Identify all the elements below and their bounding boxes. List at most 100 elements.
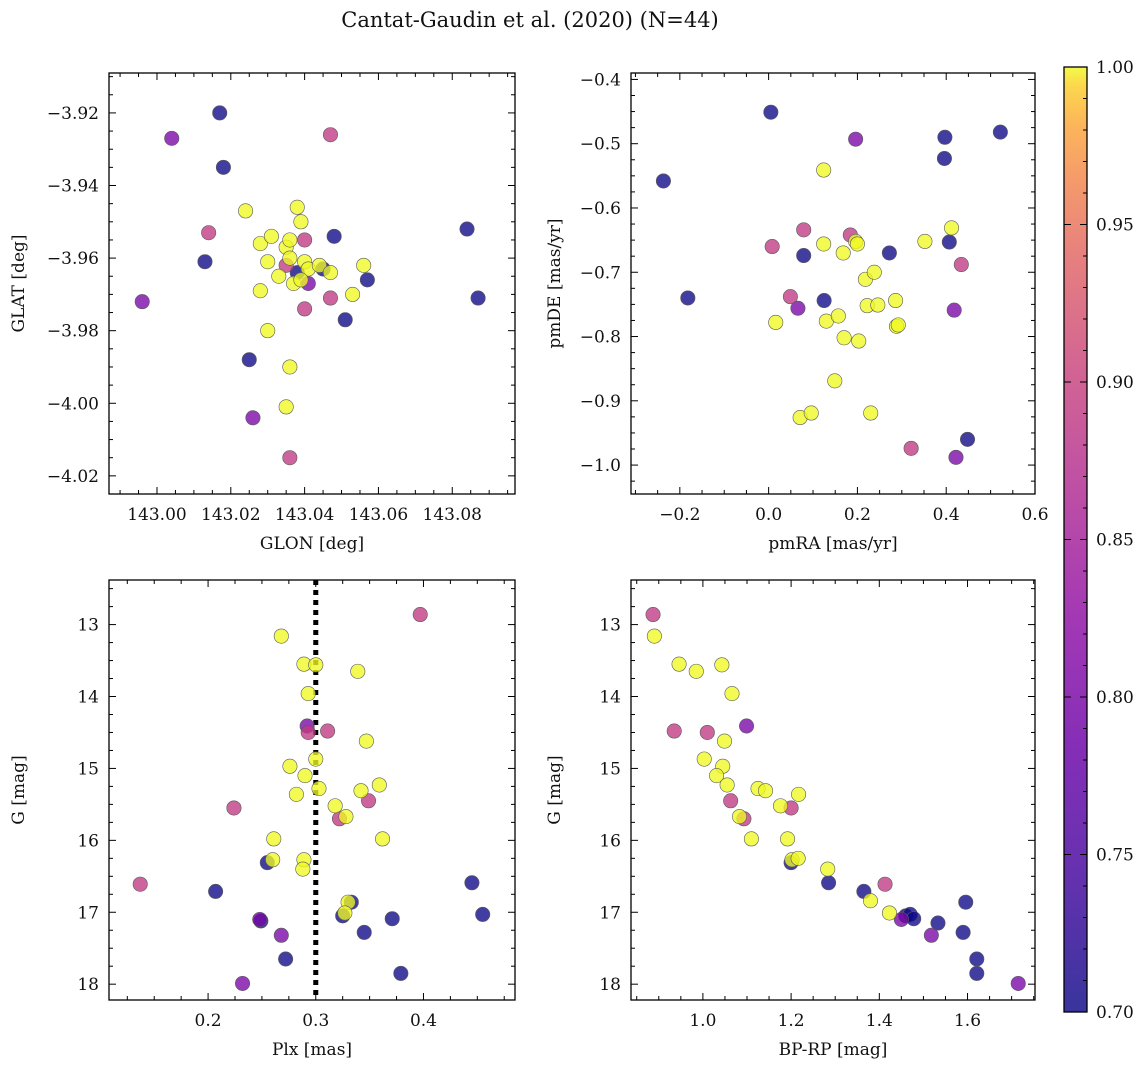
colorbar-tick-label: 0.85	[1096, 531, 1134, 551]
data-point	[830, 308, 846, 324]
data-point	[790, 300, 806, 316]
data-point	[212, 105, 228, 121]
data-point	[337, 905, 353, 921]
data-point	[134, 294, 150, 310]
data-point	[356, 257, 372, 273]
y-tick-label: −1.0	[580, 456, 621, 476]
data-point	[955, 924, 971, 940]
data-point	[282, 758, 298, 774]
colorbar-fill	[1064, 67, 1087, 1012]
data-point	[862, 893, 878, 909]
data-point	[714, 657, 730, 673]
x-tick-label: 0.2	[844, 505, 871, 525]
data-point	[361, 793, 377, 809]
data-point	[359, 272, 375, 288]
data-point	[877, 876, 893, 892]
data-point	[680, 290, 696, 306]
y-tick-label: 13	[599, 616, 621, 636]
data-point	[252, 283, 268, 299]
data-point	[888, 293, 904, 309]
data-point	[311, 257, 327, 273]
x-axis-label: Plx [mas]	[272, 1040, 352, 1060]
data-point	[300, 686, 316, 702]
tick-marks	[631, 73, 1036, 494]
x-tick-label: 0.3	[302, 1011, 329, 1031]
data-point	[197, 254, 213, 270]
data-point	[881, 245, 897, 261]
data-point	[311, 781, 327, 797]
x-axis-label: GLON [deg]	[260, 534, 364, 554]
data-point	[821, 875, 837, 891]
colorbar-tick-label: 0.70	[1096, 1003, 1134, 1023]
data-point	[930, 915, 946, 931]
colorbar-tick-label: 0.95	[1096, 216, 1134, 236]
data-point	[266, 831, 282, 847]
data-point	[260, 254, 276, 270]
data-point	[278, 399, 294, 415]
data-point	[338, 809, 354, 825]
axes-frame	[108, 72, 516, 495]
y-axis-label: G [mag]	[545, 755, 565, 824]
data-point	[282, 250, 298, 266]
x-tick-label: 1.0	[689, 1011, 716, 1031]
y-tick-label: 18	[77, 975, 99, 995]
data-point	[773, 798, 789, 814]
data-point	[289, 199, 305, 215]
data-point	[969, 965, 985, 981]
data-point	[937, 129, 953, 145]
x-tick-label: 143.04	[275, 505, 334, 525]
data-point	[827, 373, 843, 389]
data-point	[201, 225, 217, 241]
data-point	[719, 777, 735, 793]
data-point	[337, 312, 353, 328]
x-tick-label: 1.4	[866, 1011, 893, 1031]
data-point	[893, 911, 909, 927]
data-point	[293, 214, 309, 230]
data-point	[260, 323, 276, 339]
data-point	[322, 290, 338, 306]
x-tick-label: 143.08	[423, 505, 482, 525]
data-point	[870, 297, 886, 313]
data-point	[241, 352, 257, 368]
data-point	[235, 975, 251, 991]
y-axis-label: GLAT [deg]	[9, 234, 29, 332]
data-point	[646, 628, 662, 644]
data-point	[282, 450, 298, 466]
y-tick-label: −0.4	[580, 70, 621, 90]
y-tick-label: 15	[77, 759, 99, 779]
panel-plx-g: 0.2 0.3 0.4 13 14 15 16 17 18 Plx [mas] G [mag]	[9, 579, 516, 1060]
data-point	[791, 786, 807, 802]
data-point	[308, 657, 324, 673]
data-point	[215, 159, 231, 175]
data-point	[208, 883, 224, 899]
data-point	[944, 220, 960, 236]
data-point	[992, 124, 1008, 140]
data-point	[393, 965, 409, 981]
data-point	[1010, 975, 1026, 991]
data-point	[295, 861, 311, 877]
axes-frame	[630, 72, 1036, 495]
panel-glon-glat: 143.00 143.02 143.04 143.06 143.08 −3.92 −3.94…	[9, 72, 516, 554]
data-point	[226, 800, 242, 816]
data-point	[470, 290, 486, 306]
data-point	[282, 232, 298, 248]
data-point	[688, 663, 704, 679]
data-point	[790, 850, 806, 866]
scatter-points	[645, 607, 1026, 991]
data-point	[768, 314, 784, 330]
data-point	[252, 911, 268, 927]
data-point	[709, 768, 725, 784]
data-point	[717, 733, 733, 749]
data-point	[969, 951, 985, 967]
data-point	[322, 265, 338, 281]
axes-frame	[108, 579, 516, 1001]
data-point	[796, 248, 812, 264]
data-point	[273, 927, 289, 943]
y-tick-label: 14	[77, 688, 99, 708]
data-point	[252, 236, 268, 252]
y-tick-label: −4.02	[47, 467, 99, 487]
x-tick-label: 143.00	[127, 505, 186, 525]
data-point	[263, 228, 279, 244]
y-tick-label: −0.5	[580, 135, 621, 155]
data-point	[164, 130, 180, 146]
